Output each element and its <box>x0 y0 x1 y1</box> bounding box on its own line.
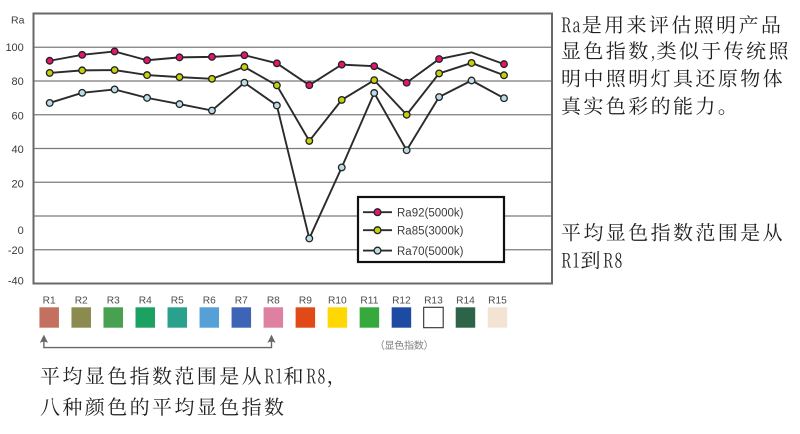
svg-text:R4: R4 <box>139 296 152 307</box>
svg-text:100: 100 <box>5 42 23 54</box>
svg-text:R14: R14 <box>456 296 475 307</box>
svg-text:R3: R3 <box>107 296 120 307</box>
svg-text:R2: R2 <box>75 296 88 307</box>
svg-text:60: 60 <box>12 110 24 122</box>
svg-text:R12: R12 <box>392 296 411 307</box>
svg-text:R7: R7 <box>235 296 248 307</box>
svg-text:80: 80 <box>12 76 24 88</box>
svg-text:R6: R6 <box>203 296 216 307</box>
svg-text:R13: R13 <box>424 296 443 307</box>
svg-text:R9: R9 <box>299 296 312 307</box>
svg-text:Ra92(5000k): Ra92(5000k) <box>397 207 464 219</box>
svg-text:0: 0 <box>18 225 24 237</box>
svg-text:Ra: Ra <box>11 14 25 26</box>
svg-text:R10: R10 <box>328 296 347 307</box>
svg-text:R5: R5 <box>171 296 184 307</box>
svg-text:-20: -20 <box>8 245 24 257</box>
svg-text:Ra85(3000k): Ra85(3000k) <box>397 225 464 237</box>
svg-text:-40: -40 <box>8 275 24 287</box>
svg-text:20: 20 <box>12 178 24 190</box>
svg-text:R1: R1 <box>43 296 56 307</box>
svg-text:R15: R15 <box>488 296 507 307</box>
svg-text:40: 40 <box>12 144 24 156</box>
svg-text:R11: R11 <box>360 296 378 307</box>
svg-text:R8: R8 <box>267 296 280 307</box>
svg-text:Ra70(5000k): Ra70(5000k) <box>397 246 464 258</box>
